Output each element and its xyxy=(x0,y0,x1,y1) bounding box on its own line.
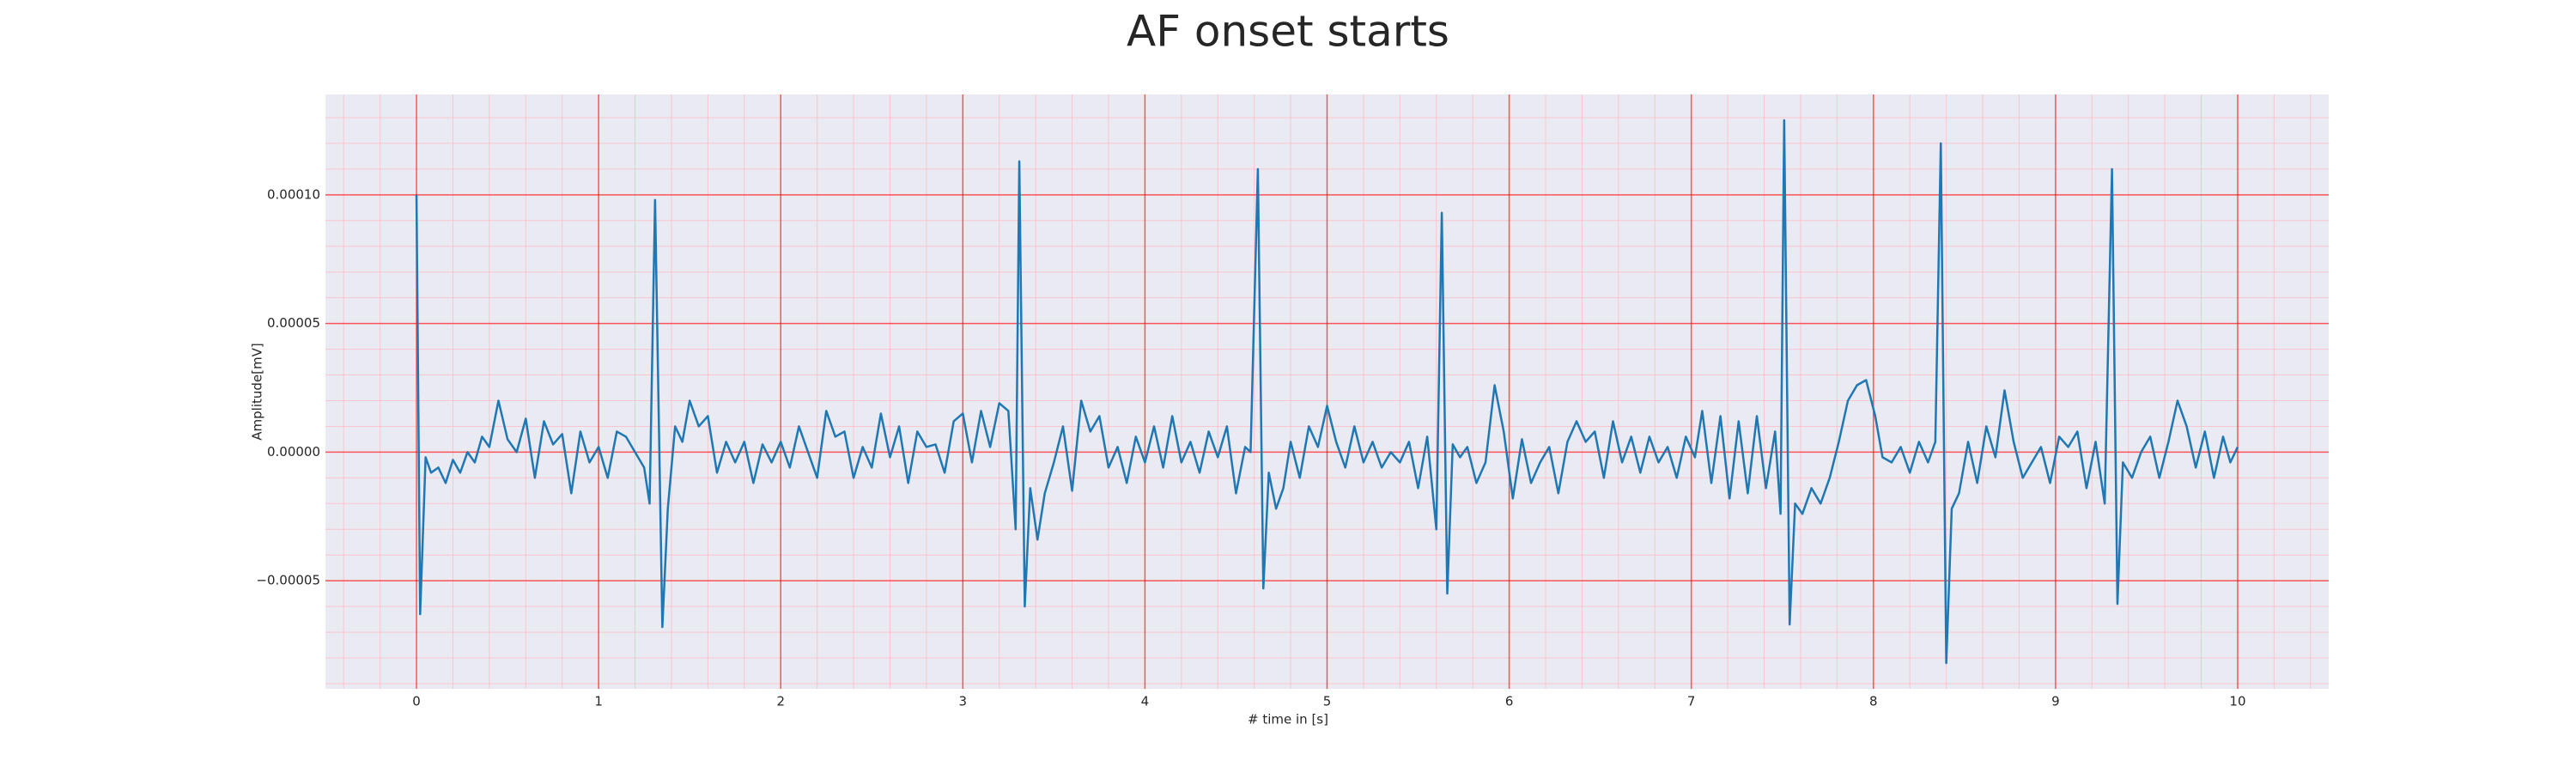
x-tick-label: 8 xyxy=(1869,694,1878,709)
x-tick-label: 1 xyxy=(594,694,603,709)
x-tick-label: 5 xyxy=(1323,694,1332,709)
x-tick-label: 2 xyxy=(776,694,785,709)
y-tick-label: 0.00010 xyxy=(267,186,320,202)
x-tick-label: 10 xyxy=(2229,694,2245,709)
x-tick-label: 3 xyxy=(959,694,968,709)
signal-line xyxy=(415,119,2239,665)
y-tick-label: 0.00005 xyxy=(267,315,320,331)
x-axis-label: # time in [s] xyxy=(1248,712,1328,727)
x-tick-label: 6 xyxy=(1505,694,1514,709)
y-tick-label: 0.00000 xyxy=(267,444,320,460)
x-tick-label: 9 xyxy=(2051,694,2060,709)
x-tick-label: 7 xyxy=(1687,694,1696,709)
x-tick-label: 4 xyxy=(1141,694,1150,709)
y-axis-label: Amplitude[mV] xyxy=(250,343,265,440)
chart-title: AF onset starts xyxy=(1127,7,1449,57)
y-tick-label: −0.00005 xyxy=(256,573,320,588)
x-tick-label: 0 xyxy=(412,694,421,709)
